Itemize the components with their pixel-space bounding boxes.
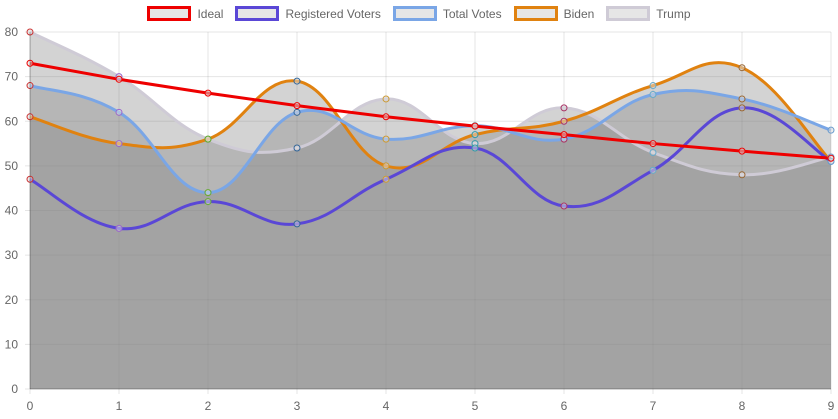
line-biden (29, 61, 833, 170)
point-biden (382, 162, 390, 170)
legend-label: Biden (563, 6, 595, 21)
line-registered-voters (29, 106, 832, 231)
point-biden (560, 117, 568, 125)
point-trump (560, 104, 568, 112)
y-tick-label: 0 (11, 382, 18, 396)
point-total-votes (827, 126, 835, 134)
point-ideal (649, 140, 657, 148)
y-tick-label: 50 (5, 159, 19, 173)
point-biden (115, 140, 123, 148)
point-trump (26, 28, 34, 36)
x-tick-label: 0 (27, 399, 34, 413)
legend-item-total-votes[interactable]: Total Votes (392, 6, 502, 21)
area-trump (30, 32, 831, 389)
point-biden (649, 82, 657, 90)
point-registered-voters (382, 175, 390, 183)
point-total-votes (382, 135, 390, 143)
legend-swatch (392, 6, 437, 21)
point-ideal (827, 154, 835, 162)
x-tick-label: 5 (472, 399, 479, 413)
point-registered-voters (738, 104, 746, 112)
point-total-votes (26, 82, 34, 90)
point-trump (382, 95, 390, 103)
point-registered-voters (471, 144, 479, 152)
point-biden (26, 113, 34, 121)
line-total-votes (29, 84, 832, 195)
point-ideal (382, 113, 390, 121)
line-ideal (29, 61, 832, 160)
legend-label: Total Votes (442, 6, 502, 21)
legend-item-registered-voters[interactable]: Registered Voters (235, 6, 381, 21)
y-tick-label: 40 (5, 204, 19, 218)
point-biden (204, 135, 212, 143)
legend: Ideal Registered Voters Total Votes Biden Tr… (0, 6, 838, 21)
area-total-votes (30, 85, 831, 390)
point-ideal (738, 147, 746, 155)
point-ideal (560, 131, 568, 139)
x-tick-label: 8 (739, 399, 746, 413)
point-registered-voters (26, 175, 34, 183)
point-ideal (204, 89, 212, 97)
point-registered-voters (204, 198, 212, 206)
point-registered-voters (649, 166, 657, 174)
point-trump (649, 148, 657, 156)
point-biden (471, 131, 479, 139)
x-tick-label: 3 (294, 399, 301, 413)
legend-label: Trump (656, 6, 691, 21)
point-total-votes (738, 95, 746, 103)
point-trump (293, 144, 301, 152)
y-tick-label: 20 (5, 293, 19, 307)
y-tick-label: 70 (5, 70, 19, 84)
point-registered-voters (560, 202, 568, 210)
point-registered-voters (293, 220, 301, 228)
x-tick-label: 1 (116, 399, 123, 413)
y-tick-label: 80 (5, 25, 19, 39)
point-ideal (293, 102, 301, 110)
x-tick-label: 4 (383, 399, 390, 413)
legend-item-trump[interactable]: Trump (606, 6, 691, 21)
x-tick-label: 2 (205, 399, 212, 413)
point-total-votes (293, 108, 301, 116)
point-total-votes (115, 108, 123, 116)
legend-label: Ideal (197, 6, 224, 21)
area-biden (30, 62, 831, 389)
legend-swatch (606, 6, 651, 21)
point-biden (738, 64, 746, 72)
legend-label: Registered Voters (285, 6, 381, 21)
x-tick-label: 6 (561, 399, 568, 413)
y-tick-label: 30 (5, 248, 19, 262)
point-total-votes (204, 189, 212, 197)
x-tick-label: 9 (828, 399, 835, 413)
grid (25, 31, 832, 394)
legend-swatch (513, 6, 558, 21)
legend-item-biden[interactable]: Biden (513, 6, 595, 21)
point-biden (293, 77, 301, 85)
point-trump (738, 171, 746, 179)
y-tick-label: 60 (5, 114, 19, 128)
point-registered-voters (115, 224, 123, 232)
legend-swatch (235, 6, 280, 21)
point-ideal (115, 75, 123, 83)
x-tick-label: 7 (650, 399, 657, 413)
legend-swatch (147, 6, 192, 21)
point-ideal (471, 122, 479, 130)
y-tick-label: 10 (5, 337, 19, 351)
point-total-votes (649, 90, 657, 98)
point-ideal (26, 59, 34, 67)
legend-item-ideal[interactable]: Ideal (147, 6, 223, 21)
